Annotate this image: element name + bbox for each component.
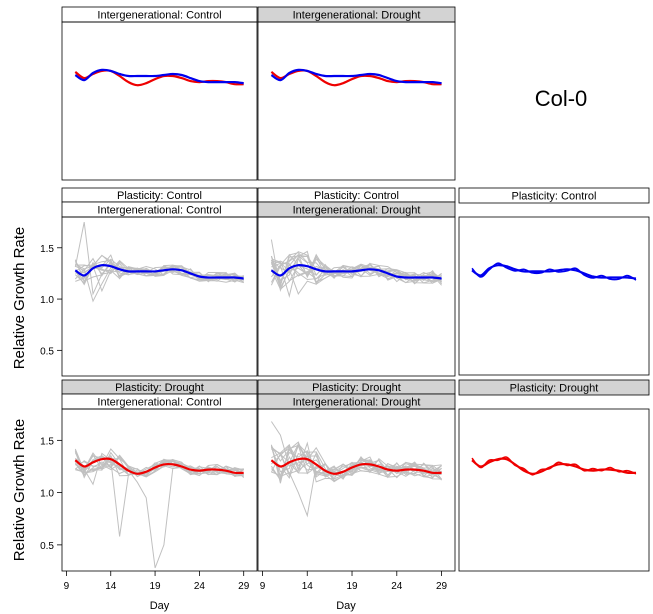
control-mean-line [270,264,442,280]
panel-frame-r1c2 [257,21,456,181]
x-tick-label: 29 [436,581,448,592]
y-tick-label: 1.0 [40,489,54,500]
x-tick-label: 19 [346,581,358,592]
strip-row1-col2: Intergenerational: Drought [257,6,456,23]
individual-trace [74,455,245,477]
strip-label: Intergenerational: Control [97,205,221,217]
strip-label: Intergenerational: Control [97,10,221,22]
control-mean-line [471,262,637,281]
panel-frame-r3c1 [61,408,258,572]
strip-row3-col2-inner: Intergenerational: Drought [257,393,456,410]
strip-row3-col1-inner: Intergenerational: Control [61,393,258,410]
control-mean-line [74,264,244,280]
control-mean-line [270,68,442,85]
y-axis-title-row2: Relative Growth Rate [11,227,28,370]
panel-frame-r3c2 [257,408,456,572]
drought-mean-line [471,456,637,476]
y-tick-label: 0.5 [40,346,54,357]
x-axis-title-col2: Day [336,600,356,612]
x-tick-label: 29 [238,581,250,592]
panel-frame-r2c3 [458,216,650,376]
strip-label: Plasticity: Drought [115,382,204,394]
y-axis-title-row3: Relative Growth Rate [11,419,28,562]
individual-trace [271,443,442,478]
strip-row2-col2-outer: Plasticity: Control [257,187,456,203]
strip-label: Intergenerational: Drought [293,205,421,217]
y-tick-label: 1.5 [40,436,54,447]
strip-label: Intergenerational: Drought [293,397,421,409]
strip-label: Plasticity: Control [512,191,597,203]
control-mean-line [74,68,244,85]
individual-trace [271,452,442,479]
panel-frame-r2c2 [257,216,456,377]
y-tick-label: 1.0 [40,295,54,306]
x-tick-label: 14 [302,581,314,592]
panel-frame-r2c1 [61,216,258,377]
strip-row3-col3: Plasticity: Drought [458,379,650,396]
strip-row2-col3: Plasticity: Control [458,187,650,204]
individual-trace [270,251,442,286]
strip-row3-col2-outer: Plasticity: Drought [257,379,456,395]
y-tick-label: 0.5 [40,541,54,552]
individual-trace [271,262,442,282]
strip-label: Plasticity: Drought [510,383,599,395]
strip-row3-col1-outer: Plasticity: Drought [61,379,258,395]
strip-label: Plasticity: Control [117,190,202,202]
x-tick-label: 14 [105,581,117,592]
axes-layer: 0.5 1.0 1.5 0.5 1.0 1.5 9 14 19 24 29 9 14 19 24 29 [40,244,447,592]
individual-trace [75,451,245,476]
drought-mean-line [270,457,442,475]
panel-frame-r3c3 [458,408,650,572]
strip-row1-col1: Intergenerational: Control [61,6,258,23]
x-tick-label: 9 [260,581,266,592]
strip-row2-col1-inner: Intergenerational: Control [61,201,258,218]
strip-row2-col1-outer: Plasticity: Control [61,187,258,203]
strip-row2-col2-inner: Intergenerational: Drought [257,201,456,218]
x-tick-label: 19 [150,581,162,592]
data-layer [74,68,637,569]
panel-frame-r1c1 [61,21,258,181]
drought-mean-line [74,457,244,475]
strip-label: Plasticity: Control [314,190,399,202]
x-tick-label: 24 [391,581,403,592]
strip-label: Intergenerational: Control [97,397,221,409]
strip-label: Intergenerational: Drought [293,10,421,22]
x-tick-label: 9 [64,581,70,592]
genotype-label: Col-0 [535,86,588,111]
x-axis-title-col1: Day [150,600,170,612]
strip-label: Plasticity: Drought [312,382,401,394]
individual-trace [74,259,245,284]
x-tick-label: 24 [194,581,206,592]
y-tick-label: 1.5 [40,244,54,255]
